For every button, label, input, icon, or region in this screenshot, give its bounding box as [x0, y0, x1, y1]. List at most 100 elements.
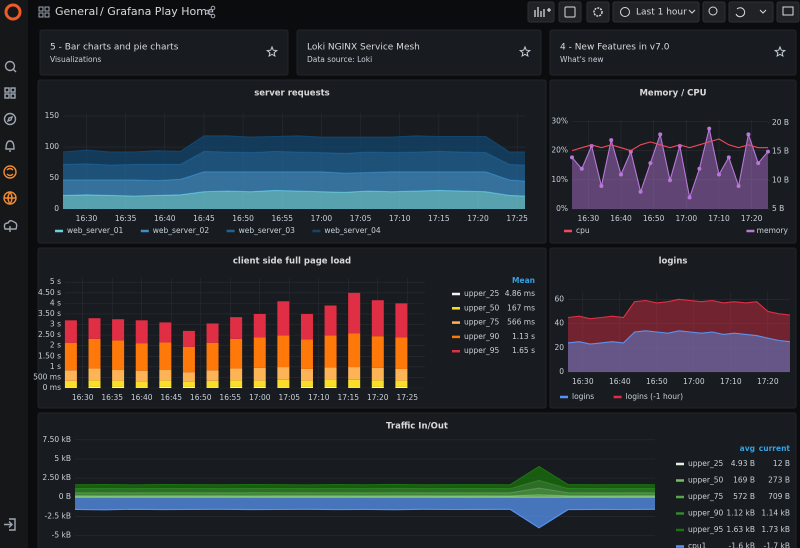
- x-tick-label: 16:40: [131, 393, 153, 402]
- x-tick-label: 17:00: [676, 214, 698, 223]
- x-tick-label: 17:10: [708, 214, 730, 223]
- bar-segment: [230, 380, 243, 387]
- legend-stat: 1.13 s: [512, 332, 535, 341]
- panel: [37, 412, 797, 548]
- panel: [549, 79, 797, 244]
- bar-segment: [88, 318, 101, 339]
- x-tick-label: 16:40: [610, 214, 632, 223]
- bar-segment: [300, 386, 313, 388]
- x-tick-label: 17:10: [389, 214, 411, 223]
- x-tick-label: 17:10: [720, 377, 742, 386]
- legend-stat: 1.73 kB: [761, 525, 790, 534]
- star-icon[interactable]: [518, 45, 532, 58]
- legend-stat: 572 B: [733, 492, 755, 501]
- bar-segment: [159, 380, 172, 387]
- series-area: [63, 135, 525, 165]
- settings-button[interactable]: [586, 1, 610, 23]
- bar-segment: [371, 386, 384, 388]
- dashboard-title[interactable]: / Grafana Play Home: [100, 5, 214, 18]
- save-button[interactable]: [558, 1, 582, 23]
- y-tick-label: 5 s: [50, 277, 61, 286]
- link-title[interactable]: Loki NGINX Service Mesh: [307, 43, 420, 53]
- x-tick-label: 16:30: [76, 214, 98, 223]
- legend-label: memory: [757, 226, 789, 235]
- bar-segment: [348, 333, 361, 368]
- admin-icon[interactable]: [3, 191, 17, 205]
- legend-label: web_server_03: [239, 226, 296, 235]
- bar-segment: [88, 380, 101, 387]
- bar-segment: [253, 386, 266, 388]
- bar-segment: [112, 319, 125, 341]
- legend-stat: 1.14 kB: [761, 509, 790, 518]
- legend-column-header: avg: [740, 444, 755, 453]
- y-tick-label: 3.50 s: [38, 309, 61, 318]
- series-area: [568, 330, 790, 372]
- bar-segment: [395, 303, 408, 338]
- link-title[interactable]: 4 - New Features in v7.0: [560, 43, 670, 53]
- star-icon[interactable]: [773, 45, 787, 58]
- cloud-icon[interactable]: [3, 220, 18, 232]
- series-point: [756, 161, 761, 166]
- settings-icon: [593, 7, 603, 17]
- series-area: [63, 151, 525, 182]
- dashboards-grid-icon[interactable]: [38, 6, 50, 18]
- bar-segment: [206, 370, 219, 381]
- share-icon[interactable]: [204, 5, 216, 19]
- series-point: [638, 189, 643, 194]
- series-area: [75, 466, 655, 489]
- x-tick-label: 17:25: [396, 393, 418, 402]
- series-area: [568, 299, 790, 372]
- toolbar: Last 1 hour: [527, 1, 800, 23]
- y-tick-label: 500 ms: [33, 372, 61, 381]
- time-range: Last 1 hour: [636, 8, 687, 18]
- bar-segment: [159, 342, 172, 371]
- legend-label: logins: [572, 392, 594, 401]
- zoom-out-button[interactable]: [702, 1, 726, 23]
- refresh-button[interactable]: [728, 1, 774, 23]
- bar-segment: [348, 379, 361, 388]
- bar-segment: [112, 380, 125, 387]
- bar-segment: [395, 386, 408, 388]
- bar-segment: [135, 381, 148, 388]
- legend-stat: 4.93 B: [731, 459, 755, 468]
- series-point: [619, 172, 623, 177]
- grafana-logo[interactable]: [4, 3, 22, 21]
- ml-icon[interactable]: [3, 165, 17, 179]
- legend-stat: 566 ms: [507, 318, 535, 327]
- series-line: [74, 465, 656, 486]
- y-tick-label: -5 kB: [52, 530, 71, 539]
- legend-label: upper_90: [464, 332, 499, 341]
- legend-label: web_server_01: [67, 226, 124, 235]
- bar-segment: [182, 381, 195, 387]
- folder-name[interactable]: General: [55, 5, 98, 18]
- x-tick-label: 16:30: [572, 377, 594, 386]
- time-picker[interactable]: [612, 1, 700, 23]
- y-tick-label: 0: [559, 367, 564, 376]
- series-point: [766, 149, 770, 154]
- add-panel-icon: [534, 7, 551, 17]
- y-tick-label: 3 s: [50, 320, 61, 329]
- tv-mode-button[interactable]: [776, 1, 800, 23]
- explore-icon[interactable]: [3, 112, 17, 126]
- search-icon[interactable]: [4, 60, 17, 73]
- bar-segment: [348, 387, 361, 388]
- x-tick-label: 16:45: [160, 393, 182, 402]
- y-tick-label: 1 s: [50, 362, 61, 371]
- series-point: [648, 161, 653, 166]
- chevron: [759, 9, 767, 14]
- dashboards-icon[interactable]: [4, 87, 16, 99]
- alerting-icon[interactable]: [5, 140, 15, 152]
- sign-in-icon[interactable]: [4, 518, 16, 531]
- legend-stat: 169 B: [733, 476, 755, 485]
- star-icon[interactable]: [265, 45, 279, 58]
- panel: [39, 29, 289, 76]
- link-title[interactable]: 5 - Bar charts and pie charts: [50, 43, 179, 53]
- x-tick-label: 17:00: [311, 214, 333, 223]
- bar-segment: [300, 368, 313, 381]
- bar-segment: [300, 313, 313, 340]
- legend-stat: 1.12 kB: [726, 509, 755, 518]
- series-point: [668, 178, 672, 183]
- bar-segment: [182, 372, 195, 382]
- x-tick-label: 16:50: [643, 214, 665, 223]
- x-tick-label: 17:25: [506, 214, 528, 223]
